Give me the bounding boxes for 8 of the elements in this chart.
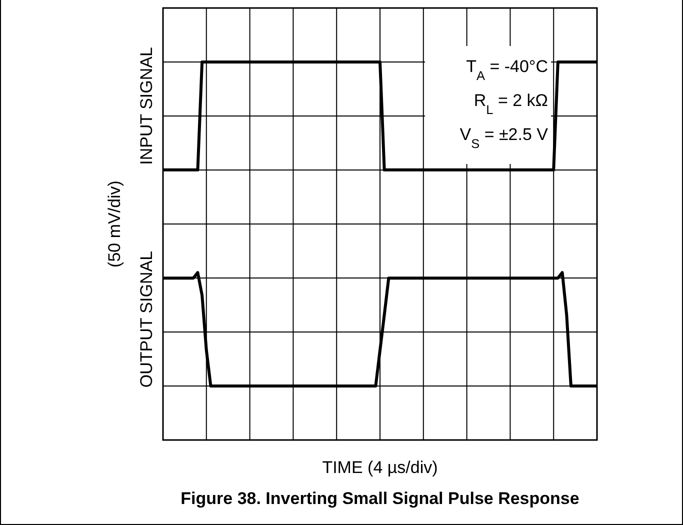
- y-axis-title: (50 mV/div): [105, 180, 124, 268]
- x-axis-title: TIME (4 µs/div): [322, 458, 438, 477]
- annotation: V$_{S}$ = ±2.5 V: [460, 125, 549, 150]
- annotation: R$_{L}$ = 2 kΩ: [474, 91, 548, 116]
- text: INPUT SIGNAL: [137, 47, 156, 165]
- annotation: T$_{A}$ = -40°C: [466, 57, 548, 82]
- text: Figure 38. Inverting Small Signal Pulse Response: [180, 489, 580, 508]
- text: OUTPUT SIGNAL: [137, 250, 156, 388]
